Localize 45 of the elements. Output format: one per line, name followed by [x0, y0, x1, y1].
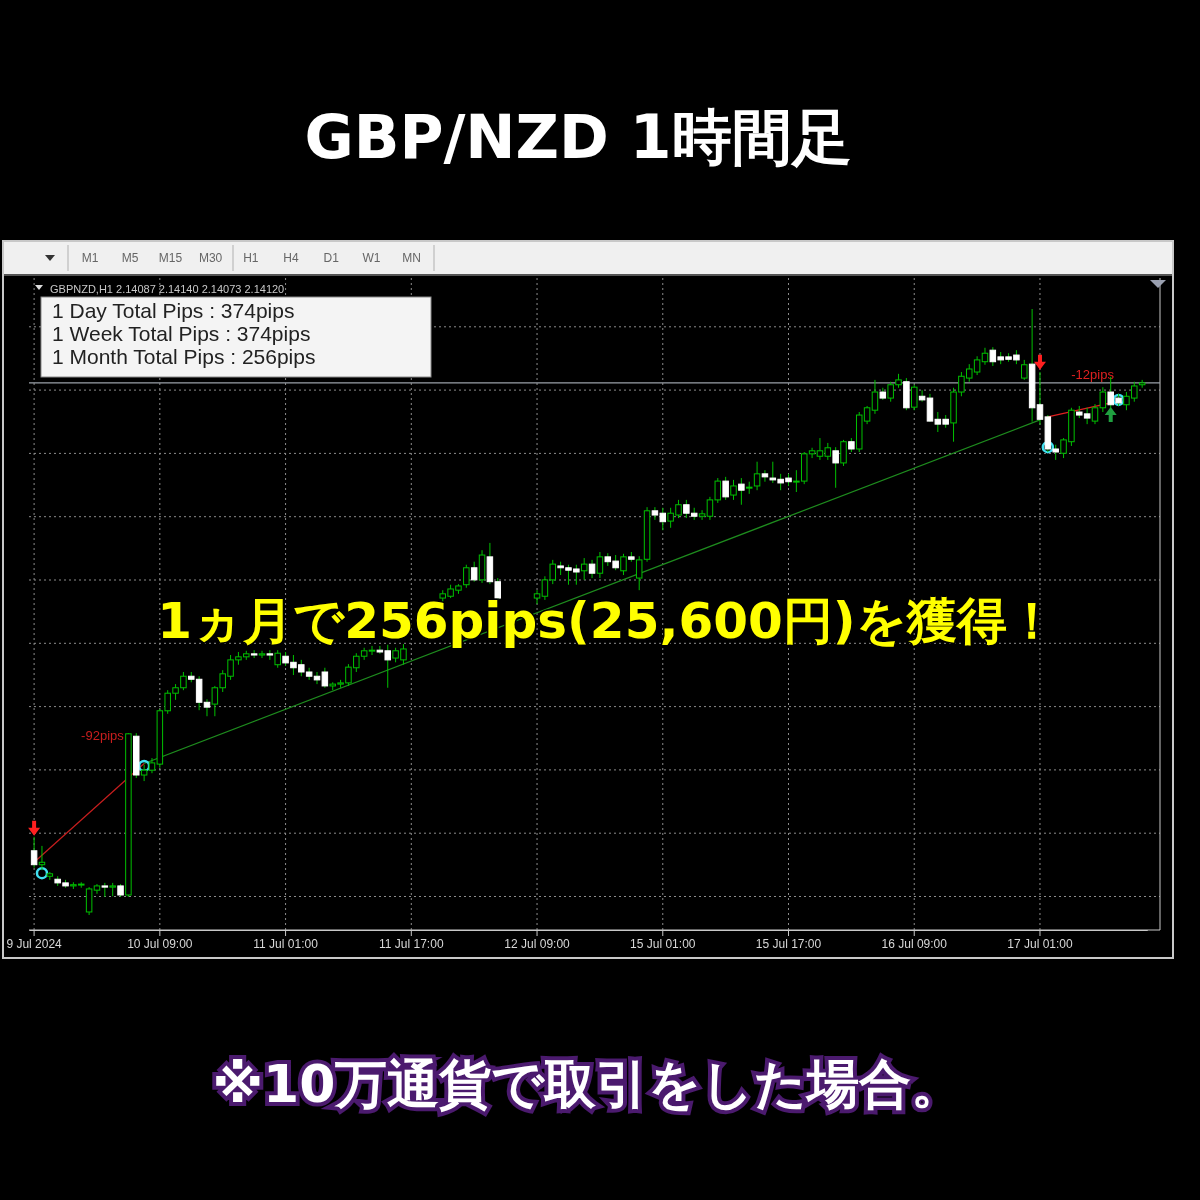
candlestick: [840, 439, 847, 467]
candlestick: [753, 461, 761, 491]
text: W1: [362, 251, 381, 265]
point: [1033, 354, 1046, 370]
candlestick: [730, 479, 737, 501]
text: MN: [402, 251, 421, 265]
text: D1: [323, 251, 340, 265]
annotation: 1ヵ月で256pips(25,600円)を獲得！: [157, 592, 1057, 650]
annotation: 1 Day Total Pips : 374pips: [52, 299, 295, 322]
x-tick-label: 16 Jul 09:00: [881, 936, 948, 951]
series-label: -12pips: [1071, 366, 1115, 382]
point: [1104, 407, 1117, 423]
candlestick: [463, 564, 470, 589]
candlestick: [698, 509, 706, 521]
x-tick-label: 9 Jul 2024: [6, 936, 63, 951]
candlestick: [1021, 359, 1028, 381]
text: GBPNZD,H1 2.14087 2.14140 2.14073 2.14120: [50, 283, 285, 295]
annotation: 1 Month Total Pips : 256pips: [52, 345, 316, 368]
x-tick-label: 17 Jul 01:00: [1007, 936, 1073, 951]
chart-title: GBP/NZD 1時間足: [304, 102, 852, 172]
x-tick-label: 10 Jul 09:00: [127, 936, 193, 951]
candlestick: [871, 379, 879, 415]
x-tick-label: 15 Jul 01:00: [630, 936, 696, 951]
x-tick-label: 12 Jul 09:00: [504, 936, 571, 951]
candlestick: [1138, 379, 1146, 389]
x-tick-label: 15 Jul 17:00: [755, 936, 822, 951]
point: [28, 820, 41, 836]
candlestick: [596, 551, 604, 579]
text: M5: [121, 251, 139, 265]
info-panel: 1 Day Total Pips : 374pips 1 Week Total Pips : 374pips 1 Month Total Pips : 256pips: [40, 296, 432, 378]
x-tick-label: 11 Jul 01:00: [253, 936, 319, 951]
annotation: 1 Week Total Pips : 374pips: [52, 322, 311, 345]
text: ※10万通貨で取引をした場合。: [212, 1054, 964, 1114]
point: [35, 866, 49, 880]
text: M30: [198, 251, 223, 265]
candlestick: [620, 553, 627, 576]
x-tick-label: 11 Jul 17:00: [379, 936, 444, 951]
text: -92pips: [81, 727, 125, 743]
candlestick: [580, 557, 588, 581]
candlestick: [911, 384, 918, 411]
text: H1: [243, 251, 259, 265]
text: M1: [81, 251, 99, 265]
text: M15: [158, 251, 183, 265]
candlestick: [258, 650, 266, 659]
text: H4: [283, 251, 299, 265]
